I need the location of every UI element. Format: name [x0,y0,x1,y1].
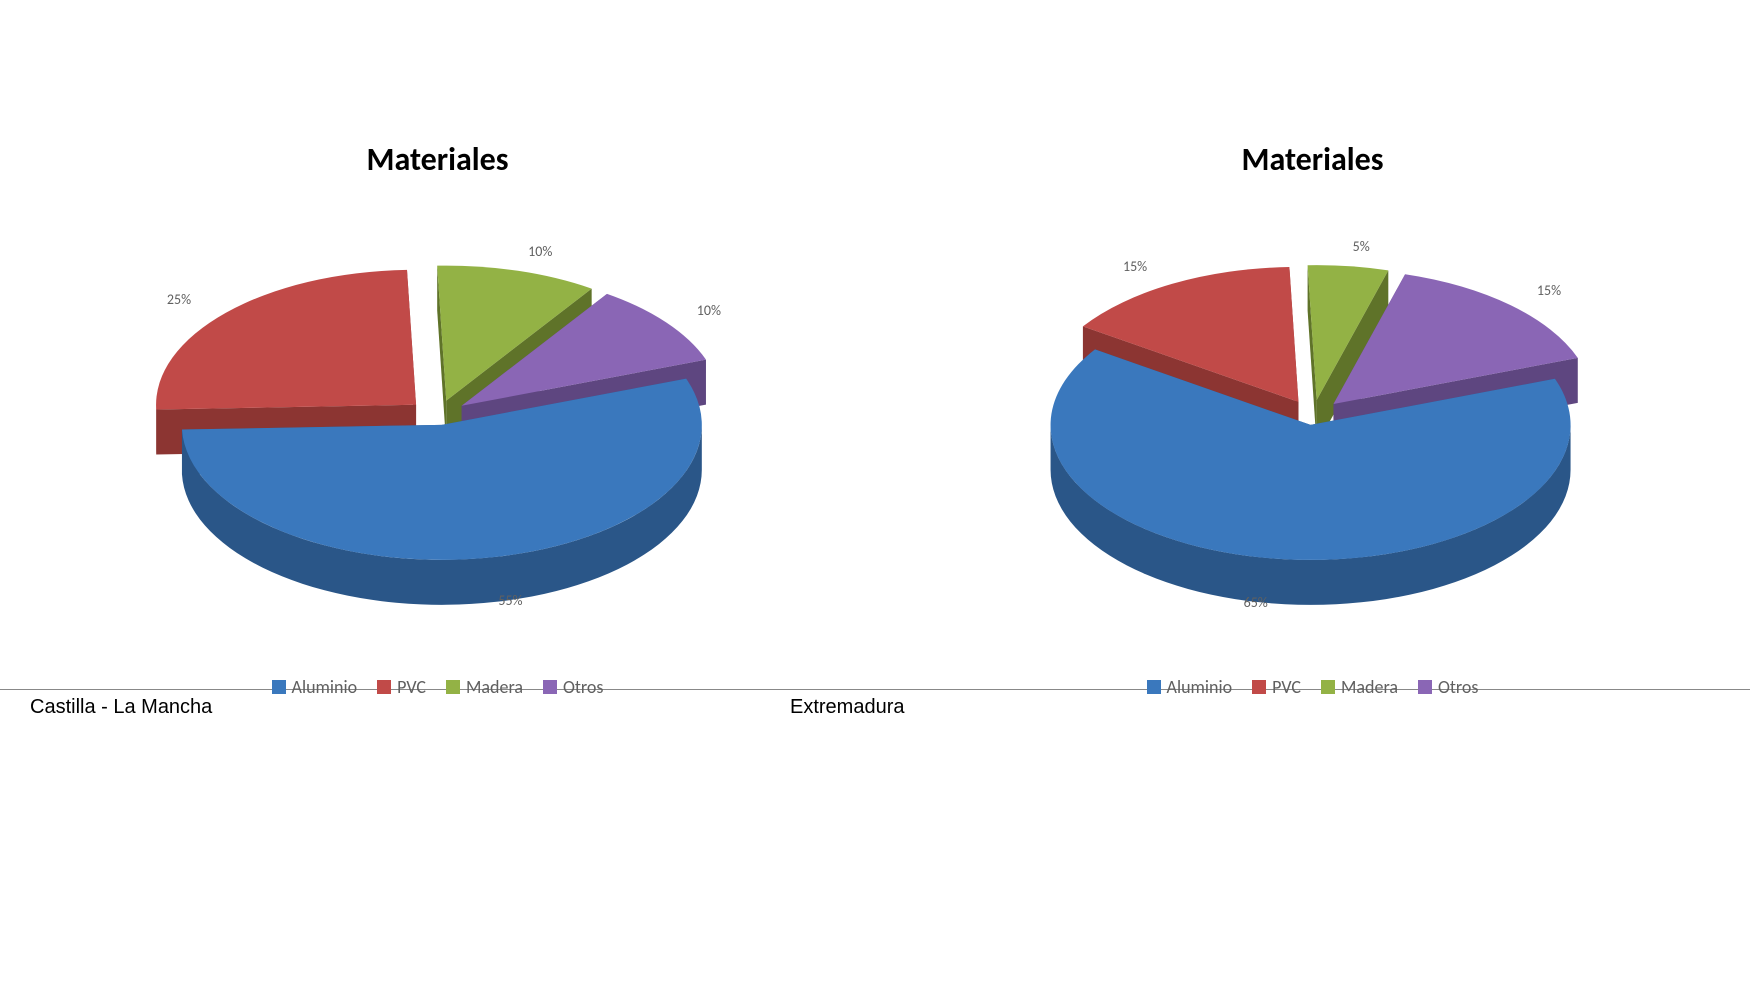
legend-label: PVC [397,676,426,698]
legend-swatch [1252,680,1266,694]
slice-pct-label: 55% [498,592,522,609]
legend-item: Aluminio [272,676,358,698]
legend-item: Madera [1321,676,1398,698]
chart-title: Materiales [875,140,1750,179]
legend-swatch [1321,680,1335,694]
legend-label: PVC [1272,676,1301,698]
chart-title: Materiales [0,140,875,179]
chart-panel-right: Materiales 65%15%5%15% AluminioPVCMadera… [875,120,1750,689]
slice-pct-label: 10% [528,243,552,260]
legend-right: Aluminio PVC Madera Otros [875,676,1750,699]
legend-label: Otros [563,676,603,698]
legend-item: Otros [1418,676,1478,698]
slice-pct-label: 65% [1244,594,1268,611]
legend-item: Aluminio [1147,676,1233,698]
legend-label: Aluminio [1167,676,1233,698]
legend-label: Madera [1341,676,1398,698]
legend-swatch [446,680,460,694]
legend-item: Otros [543,676,603,698]
chart-panel-left: Materiales 55%25%10%10% AluminioPVCMader… [0,120,875,689]
legend-label: Aluminio [292,676,358,698]
legend-swatch [377,680,391,694]
pie-slice [156,270,416,410]
legend-item: Madera [446,676,523,698]
region-label-right: Extremadura [790,696,905,719]
slice-pct-label: 15% [1123,258,1147,275]
legend-swatch [1147,680,1161,694]
pie-chart-right: 65% 15% 5% 15% [973,220,1653,675]
legend-swatch [272,680,286,694]
slice-pct-label: 5% [1353,238,1370,255]
legend-label: Otros [1438,676,1478,698]
region-label-left: Castilla - La Mancha [30,696,212,719]
legend-swatch [1418,680,1432,694]
legend-label: Madera [466,676,523,698]
legend-item: PVC [1252,676,1301,698]
slice-pct-label: 25% [167,291,191,308]
slice-pct-label: 10% [697,302,721,319]
pie-chart-left: 55% 25% 10% 10% [98,220,778,675]
legend-item: PVC [377,676,426,698]
charts-row: Materiales 55%25%10%10% AluminioPVCMader… [0,0,1750,690]
slice-pct-label: 15% [1537,282,1561,299]
legend-swatch [543,680,557,694]
